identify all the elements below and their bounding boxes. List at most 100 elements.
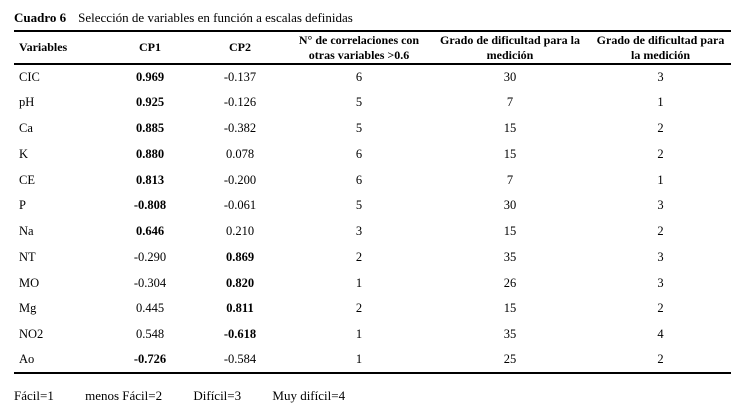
cell-difficulty-scale: 2 xyxy=(657,146,664,161)
table-caption-number: Cuadro 6 xyxy=(14,10,67,25)
cell-difficulty-grade: 30 xyxy=(503,198,517,213)
table-caption: Cuadro 6 Selección de variables en funció… xyxy=(14,6,731,30)
cell-correlations: 2 xyxy=(355,301,363,316)
cell-correlations: 6 xyxy=(355,146,363,161)
cell-variable: Ca xyxy=(19,121,33,136)
table-row: P -0.808 -0.061 5 30 3 xyxy=(14,193,731,219)
cell-cp2: -0.618 xyxy=(223,327,257,342)
cell-difficulty-grade: 30 xyxy=(503,70,517,85)
cell-variable: CE xyxy=(19,172,35,187)
cell-variable: NO2 xyxy=(19,327,44,342)
legend-item-dificil: Difícil=3 xyxy=(193,388,242,404)
cell-cp2: -0.126 xyxy=(223,95,257,110)
cell-difficulty-scale: 2 xyxy=(657,224,664,239)
column-header-difficulty-scale: Grado de dificultad para la medición xyxy=(590,31,731,66)
cell-cp1: 0.646 xyxy=(135,224,165,239)
cell-correlations: 5 xyxy=(355,198,363,213)
table-row: CE 0.813 -0.200 6 7 1 xyxy=(14,167,731,193)
cell-correlations: 3 xyxy=(355,224,363,239)
cell-variable: P xyxy=(19,198,26,213)
cell-cp2: 0.811 xyxy=(226,301,254,316)
legend-item-menos-facil: menos Fácil=2 xyxy=(85,388,163,404)
cell-correlations: 5 xyxy=(355,121,363,136)
legend-item-muy-dificil: Muy difícil=4 xyxy=(272,388,346,404)
cell-cp2: 0.820 xyxy=(225,275,255,290)
cell-difficulty-scale: 3 xyxy=(657,249,664,264)
cell-cp2: 0.078 xyxy=(225,146,255,161)
cell-variable: Ao xyxy=(19,352,35,367)
cell-cp2: 0.869 xyxy=(225,249,255,264)
table-row: Ao -0.726 -0.584 1 25 2 xyxy=(14,348,731,374)
table-row: Na 0.646 0.210 3 15 2 xyxy=(14,219,731,245)
column-header-cp2: CP2 xyxy=(192,31,288,66)
cell-difficulty-grade: 35 xyxy=(503,327,517,342)
cell-correlations: 6 xyxy=(355,172,363,187)
cell-cp2: 0.210 xyxy=(225,224,255,239)
cell-cp1: -0.304 xyxy=(133,275,167,290)
cell-variable: NT xyxy=(19,249,36,264)
cell-variable: Na xyxy=(19,224,34,239)
cell-difficulty-grade: 15 xyxy=(503,224,517,239)
cell-cp1: -0.726 xyxy=(133,352,167,367)
cell-difficulty-scale: 2 xyxy=(657,352,664,367)
cell-difficulty-scale: 4 xyxy=(657,327,664,342)
column-header-variables: Variables xyxy=(14,31,108,66)
table-row: MO -0.304 0.820 1 26 3 xyxy=(14,270,731,296)
table-row: Ca 0.885 -0.382 5 15 2 xyxy=(14,116,731,142)
cell-difficulty-scale: 1 xyxy=(657,95,664,110)
cell-difficulty-grade: 26 xyxy=(503,275,517,290)
cell-difficulty-scale: 2 xyxy=(657,301,664,316)
cell-variable: pH xyxy=(19,95,35,110)
cell-difficulty-grade: 35 xyxy=(503,249,517,264)
cell-difficulty-scale: 3 xyxy=(657,198,664,213)
column-header-difficulty-grade: Grado de dificultad para la medición xyxy=(430,31,590,66)
cell-difficulty-grade: 7 xyxy=(506,95,514,110)
cell-difficulty-scale: 2 xyxy=(657,121,664,136)
legend-item-facil: Fácil=1 xyxy=(14,388,54,404)
cell-difficulty-grade: 25 xyxy=(503,352,517,367)
cell-cp1: 0.813 xyxy=(135,172,165,187)
variables-selection-table: Variables CP1 CP2 N° de correlaciones co… xyxy=(14,30,731,375)
cell-correlations: 2 xyxy=(355,249,363,264)
cell-difficulty-scale: 3 xyxy=(657,275,664,290)
cell-correlations: 5 xyxy=(355,95,363,110)
difficulty-legend: Fácil=1 menos Fácil=2 Difícil=3 Muy difí… xyxy=(14,388,731,404)
cell-cp1: 0.880 xyxy=(135,146,165,161)
table-row: NT -0.290 0.869 2 35 3 xyxy=(14,245,731,271)
cell-cp1: 0.969 xyxy=(135,70,165,85)
cell-correlations: 6 xyxy=(355,70,363,85)
cell-correlations: 1 xyxy=(355,275,363,290)
cell-cp1: -0.290 xyxy=(133,249,167,264)
cell-difficulty-scale: 1 xyxy=(657,172,664,187)
cell-cp2: -0.200 xyxy=(223,172,257,187)
header-row: Variables CP1 CP2 N° de correlaciones co… xyxy=(14,31,731,66)
cell-difficulty-grade: 15 xyxy=(503,121,517,136)
table-row: pH 0.925 -0.126 5 7 1 xyxy=(14,90,731,116)
cell-difficulty-grade: 15 xyxy=(503,146,517,161)
table-row: CIC 0.969 -0.137 6 30 3 xyxy=(14,64,731,90)
cell-variable: CIC xyxy=(19,70,40,85)
cell-cp2: -0.137 xyxy=(223,70,257,85)
cell-correlations: 1 xyxy=(355,327,363,342)
table-row: NO2 0.548 -0.618 1 35 4 xyxy=(14,322,731,348)
column-header-correlations: N° de correlaciones con otras variables … xyxy=(288,31,430,66)
column-header-cp1: CP1 xyxy=(108,31,192,66)
cell-difficulty-grade: 7 xyxy=(506,172,514,187)
cell-cp2: -0.584 xyxy=(223,352,257,367)
table-row: Mg 0.445 0.811 2 15 2 xyxy=(14,296,731,322)
cell-difficulty-grade: 15 xyxy=(503,301,517,316)
cell-cp2: -0.061 xyxy=(223,198,257,213)
table-row: K 0.880 0.078 6 15 2 xyxy=(14,142,731,168)
cell-variable: K xyxy=(19,146,29,161)
cell-difficulty-scale: 3 xyxy=(657,70,664,85)
cell-cp1: 0.885 xyxy=(135,121,165,136)
cell-variable: Mg xyxy=(19,301,37,316)
cell-cp1: 0.925 xyxy=(135,95,165,110)
cell-correlations: 1 xyxy=(355,352,363,367)
cell-cp1: -0.808 xyxy=(133,198,167,213)
cell-cp2: -0.382 xyxy=(223,121,257,136)
cell-cp1: 0.548 xyxy=(135,327,165,342)
cell-variable: MO xyxy=(19,275,40,290)
cell-cp1: 0.445 xyxy=(135,301,165,316)
